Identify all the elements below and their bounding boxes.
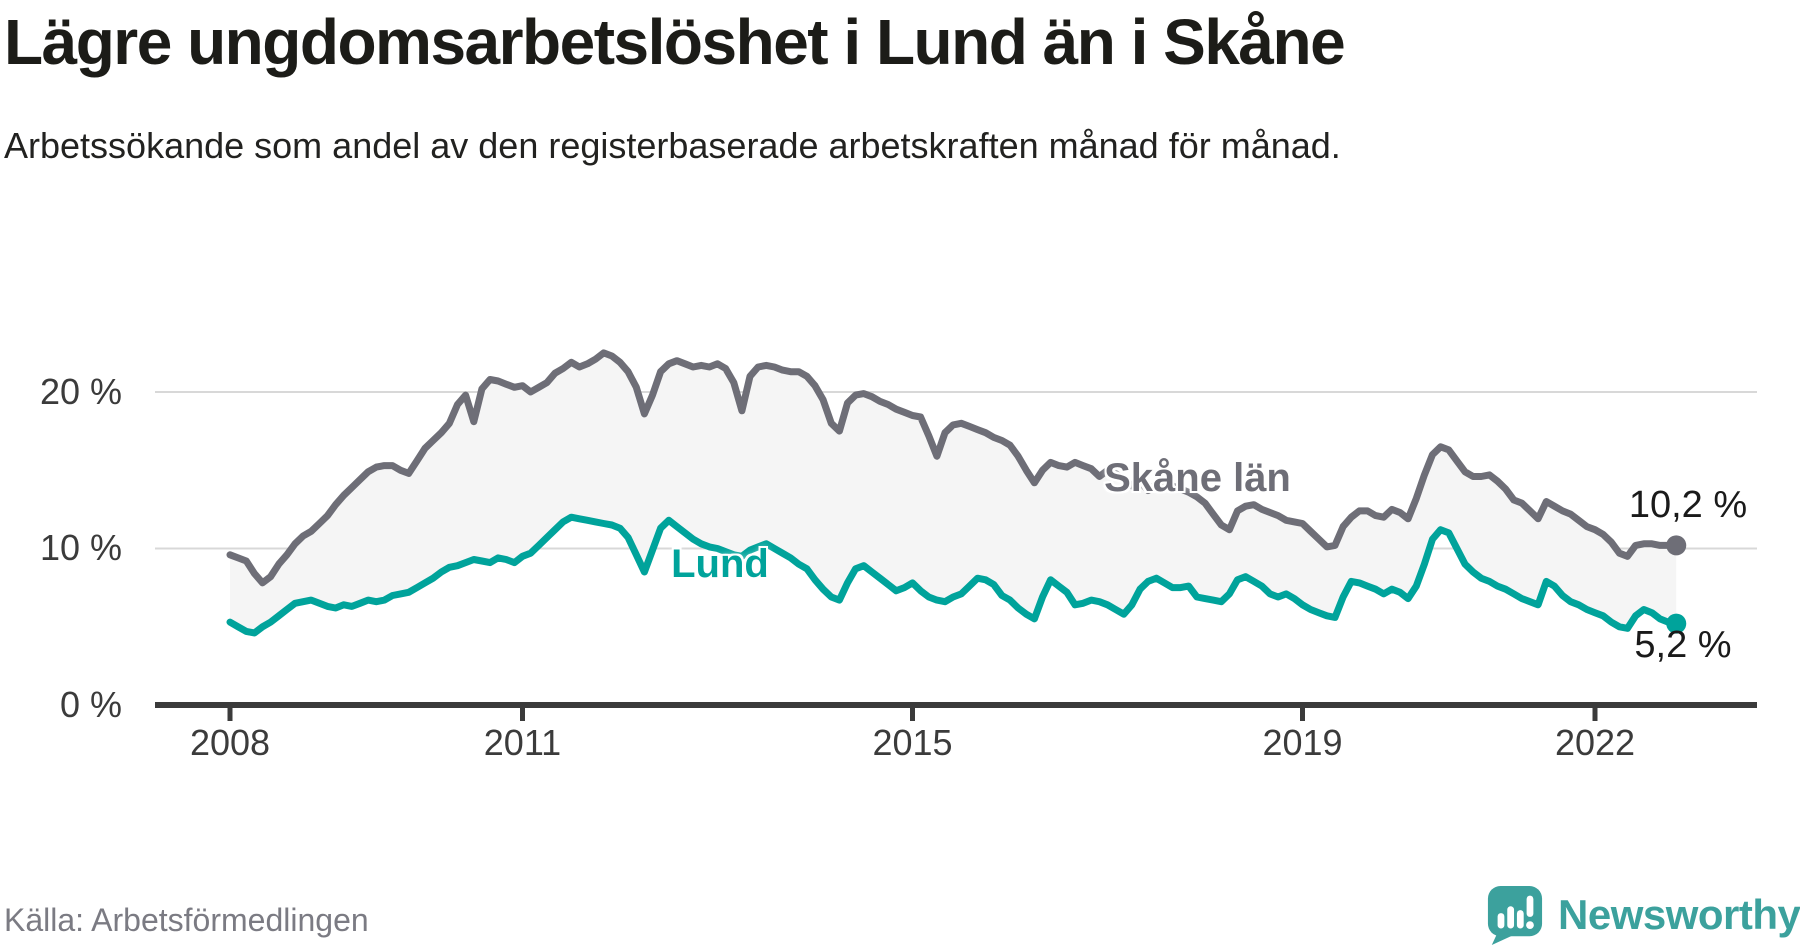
page-title: Lägre ungdomsarbetslöshet i Lund än i Sk…	[4, 6, 1346, 78]
newsworthy-logo: Newsworthy	[1486, 884, 1800, 946]
lund-end-value: 5,2 %	[1634, 624, 1732, 666]
x-tick-label: 2011	[483, 722, 562, 763]
lund-series-line	[226, 513, 1680, 637]
y-tick-label-20: 20 %	[39, 371, 122, 412]
chart-subtitle: Arbetssökande som andel av den registerb…	[4, 125, 1341, 166]
y-tick-label-0: 0 %	[59, 684, 122, 725]
lund-end-marker	[1666, 613, 1687, 634]
logo-bars-icon	[1497, 895, 1534, 930]
x-tick-label: 2022	[1554, 722, 1636, 763]
x-tick-label: 2015	[872, 722, 953, 763]
skane-end-marker	[1666, 535, 1687, 556]
skane-series-label: Skåne län	[1104, 456, 1291, 500]
source-note: Källa: Arbetsförmedlingen	[4, 902, 369, 938]
newsworthy-logo-icon	[1487, 886, 1543, 945]
lund-series-label: Lund	[671, 542, 769, 586]
x-tick-label: 2019	[1262, 722, 1343, 763]
skane-series-line	[226, 349, 1680, 587]
x-axis-ticks	[227, 705, 1598, 721]
skane-end-value: 10,2 %	[1628, 484, 1748, 526]
y-tick-label-10: 10 %	[39, 527, 122, 568]
series-gap-band	[230, 352, 1677, 633]
newsworthy-logo-text: Newsworthy	[1558, 891, 1800, 938]
x-tick-label: 2008	[189, 722, 271, 763]
